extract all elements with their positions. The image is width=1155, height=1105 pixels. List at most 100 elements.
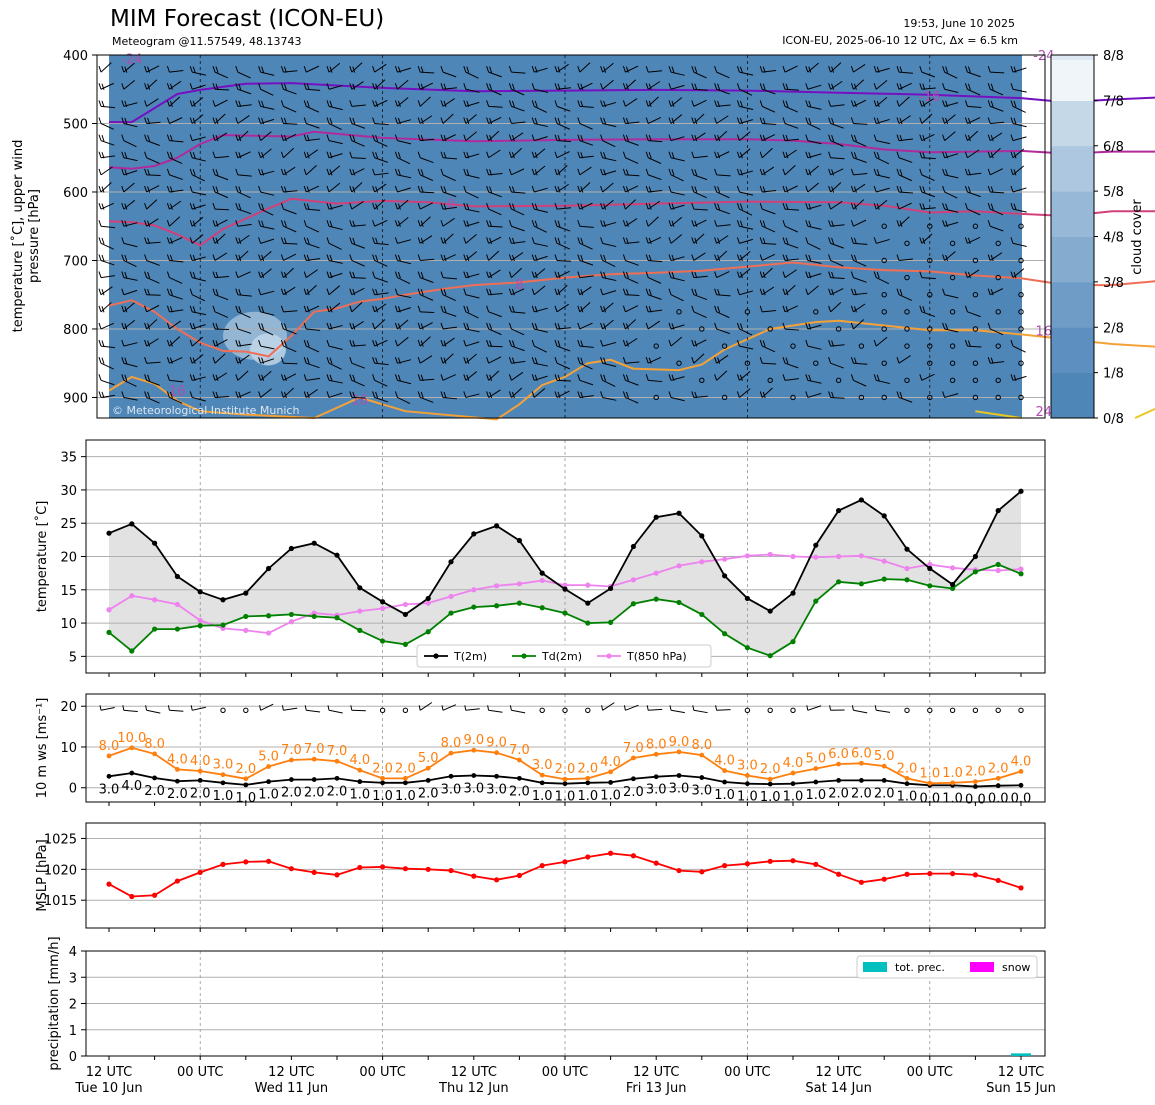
wind-speed-point — [995, 783, 1001, 789]
td2m-point — [995, 561, 1001, 568]
y-tick-label: 2 — [69, 998, 77, 1013]
wind-speed-point — [425, 778, 431, 783]
t850-point — [904, 565, 910, 572]
wind-speed-point — [448, 773, 454, 779]
y-axis-label: temperature [˚C], upper wind — [10, 140, 26, 333]
wind-gust-point — [266, 764, 271, 769]
colorbar-band — [1051, 372, 1094, 419]
x-tick-date: Sat 14 Jun — [805, 1081, 871, 1096]
wind-label: 3.0 — [669, 782, 690, 797]
wind-label: 1.0 — [555, 790, 576, 805]
mslp-point — [744, 861, 751, 867]
mslp-point — [653, 860, 659, 866]
wind-label: 0.0 — [1011, 791, 1032, 806]
wind-gust-point — [517, 757, 522, 763]
mslp-point — [608, 850, 614, 856]
td2m-point — [904, 577, 910, 583]
legend-marker — [433, 653, 439, 659]
t2m-point — [425, 595, 431, 602]
t850-point — [995, 567, 1001, 574]
y-axis-label: pressure [hPa] — [27, 189, 42, 283]
wind-speed-point — [608, 780, 613, 785]
wind-gust-point — [1018, 769, 1024, 774]
t850-point — [243, 627, 249, 633]
mslp-point — [585, 854, 591, 860]
t850-point — [585, 582, 591, 588]
gust-label: 9.0 — [669, 735, 690, 750]
t2m-point — [471, 531, 477, 537]
isotherm-label: -24 — [121, 52, 142, 67]
legend-marker — [521, 653, 527, 659]
gust-label: 4.0 — [600, 755, 621, 770]
t850-point — [402, 601, 408, 608]
wind-gust-point — [448, 750, 454, 756]
legend-label: T(2m) — [453, 650, 487, 663]
td2m-point — [608, 619, 614, 626]
wind-label: 1.0 — [395, 789, 416, 804]
wind-label: 1.0 — [372, 789, 393, 804]
mslp-point — [881, 876, 887, 882]
td2m-point — [357, 627, 363, 633]
wind-speed-point — [197, 778, 203, 783]
wind-gust-point — [243, 776, 249, 782]
x-tick-date: Fri 13 Jun — [626, 1081, 687, 1096]
wind-gust-point — [973, 779, 978, 785]
y-tick-label: 3 — [69, 971, 77, 986]
mslp-point — [927, 871, 933, 877]
wind-label: 1.0 — [942, 791, 963, 806]
wind-gust-point — [311, 756, 317, 762]
td2m-point — [197, 623, 203, 629]
wind-speed-point — [243, 782, 249, 788]
td2m-point — [311, 613, 317, 620]
colorbar-band — [1051, 60, 1094, 101]
y-tick-label: 700 — [63, 254, 88, 269]
t850-point — [676, 563, 682, 569]
wind-speed-point — [106, 773, 112, 779]
t850-point — [106, 607, 112, 613]
wind-gust-point — [859, 760, 864, 766]
t850-point — [539, 577, 545, 584]
isotherm-label: 8 — [515, 278, 523, 293]
wind-speed-point — [220, 780, 226, 786]
wind-gust-point — [425, 765, 431, 771]
td2m-point — [152, 626, 158, 632]
td2m-point — [539, 605, 545, 611]
wind-gust-point — [813, 766, 819, 771]
colorbar-tick-label: 0/8 — [1103, 412, 1124, 427]
t2m-point — [767, 608, 773, 614]
wind-label: 3.0 — [646, 783, 667, 798]
y-tick-label: 5 — [69, 650, 77, 665]
t850-point — [266, 630, 272, 636]
gust-label: 1.0 — [919, 766, 940, 781]
wind-speed-point — [152, 775, 158, 781]
wind-speed-point — [562, 781, 568, 787]
t2m-point — [334, 552, 340, 558]
colorbar-band — [1051, 100, 1094, 147]
gust-label: 4.0 — [783, 756, 804, 771]
mslp-point — [995, 877, 1001, 884]
y-tick-label: 25 — [60, 517, 77, 532]
wind-label: 2.0 — [623, 785, 644, 800]
mslp-point — [471, 873, 477, 879]
t2m-point — [881, 513, 887, 519]
wind-speed-point — [790, 781, 796, 787]
wind-gust-point — [197, 768, 203, 774]
mslp-point — [790, 858, 796, 864]
t850-point — [174, 601, 180, 608]
wind-speed-point — [517, 775, 522, 781]
panel-frame — [96, 54, 1046, 419]
y-tick-label: 600 — [63, 186, 88, 201]
t850-point — [288, 619, 294, 625]
gust-label: 8.0 — [441, 736, 462, 751]
td2m-point — [881, 576, 887, 582]
wind-label: 3.0 — [691, 784, 712, 799]
y-tick-label: 800 — [63, 323, 88, 338]
mslp-point — [699, 869, 705, 875]
wind-gust-point — [380, 775, 385, 781]
wind-gust-point — [790, 770, 796, 776]
td2m-point — [1018, 571, 1024, 577]
td2m-point — [950, 585, 956, 592]
mslp-point — [357, 864, 363, 871]
wind-speed-point — [129, 770, 135, 776]
td2m-point — [266, 613, 272, 619]
